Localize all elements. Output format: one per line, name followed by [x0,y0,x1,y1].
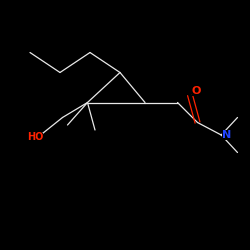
Text: N: N [222,130,231,140]
Text: HO: HO [27,132,43,142]
Text: O: O [192,86,201,96]
